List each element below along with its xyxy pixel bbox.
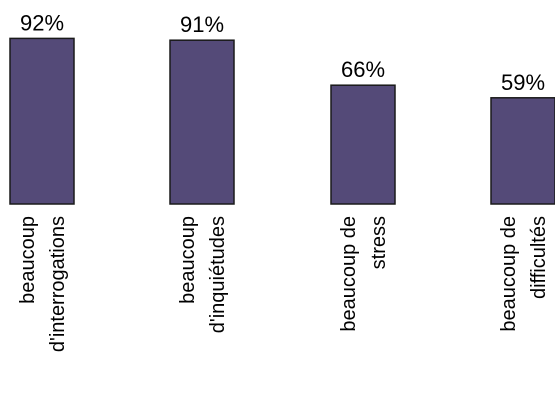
bar-1 (9, 37, 75, 205)
category-label-3-line-2: stress (368, 216, 390, 269)
category-label-2-line-1: beaucoup (177, 216, 199, 304)
bar-4 (490, 97, 555, 205)
category-label-3-line-1: beaucoup de (338, 216, 360, 332)
category-label-4-line-1: beaucoup de (498, 216, 520, 332)
value-label-2: 91% (180, 12, 224, 37)
value-label-1: 92% (20, 10, 64, 35)
category-label-1-line-2: d'interrogations (47, 216, 69, 352)
category-label-1: beaucoup d'interrogations (17, 216, 69, 352)
bar-3 (330, 84, 396, 205)
bar-2 (169, 39, 235, 205)
value-label-3: 66% (341, 57, 385, 82)
category-label-1-line-1: beaucoup (17, 216, 39, 304)
category-label-2-line-2: d'inquiétudes (207, 216, 229, 333)
category-label-3: beaucoup de stress (338, 216, 390, 332)
value-label-4: 59% (501, 70, 545, 95)
category-label-4: beaucoup de difficultés (498, 216, 550, 332)
category-label-4-line-2: difficultés (528, 216, 550, 299)
category-label-2: beaucoup d'inquiétudes (177, 216, 229, 333)
